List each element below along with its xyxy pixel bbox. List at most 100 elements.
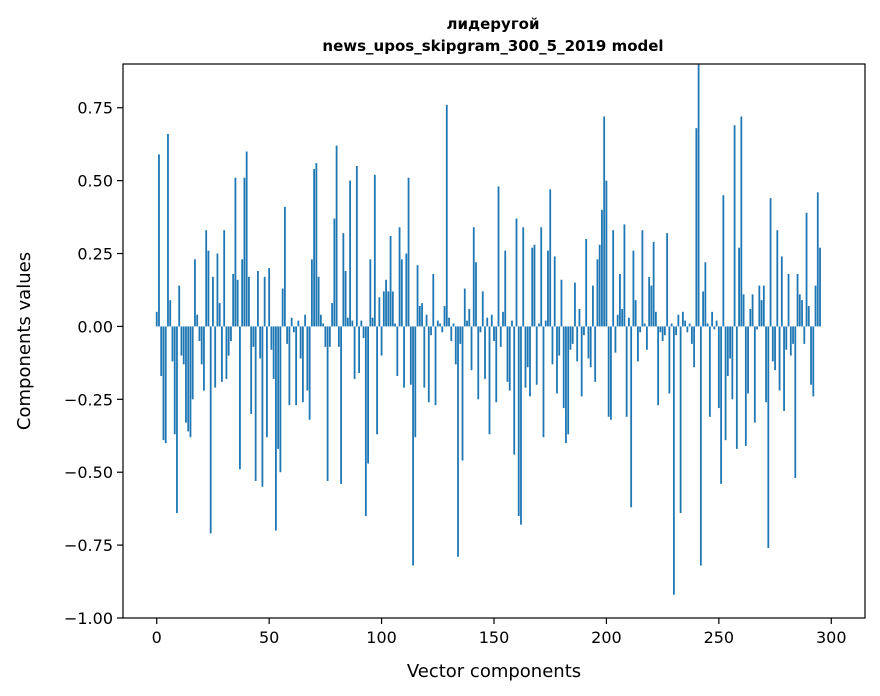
bar	[344, 271, 347, 327]
bar	[275, 326, 277, 531]
bar	[686, 326, 689, 333]
bar	[443, 306, 446, 327]
bar	[180, 326, 183, 356]
x-tick-label: 100	[366, 628, 397, 647]
bar	[178, 285, 181, 327]
bar	[805, 212, 808, 327]
bar	[196, 314, 199, 327]
bar	[560, 279, 563, 327]
bar	[556, 326, 558, 394]
bar	[301, 326, 304, 403]
bar	[250, 326, 253, 414]
bar	[182, 326, 185, 365]
bar	[310, 259, 313, 327]
bar	[666, 233, 669, 327]
bar	[412, 326, 414, 566]
bar	[454, 326, 457, 365]
bar	[690, 326, 693, 344]
bar	[553, 256, 556, 327]
bar	[713, 326, 716, 330]
bar	[659, 326, 662, 333]
bar	[601, 209, 603, 327]
y-tick-label: −0.75	[64, 536, 113, 555]
bar	[816, 192, 819, 327]
bar	[335, 145, 338, 327]
bar	[792, 326, 794, 344]
bar	[333, 218, 336, 327]
bar	[189, 326, 192, 438]
bar	[283, 206, 286, 327]
bar	[223, 230, 226, 327]
bar	[407, 177, 410, 327]
bar	[272, 326, 275, 379]
bar	[522, 227, 525, 327]
bar	[520, 326, 522, 525]
bar	[248, 276, 250, 327]
bar	[353, 326, 356, 379]
bar	[173, 326, 176, 435]
bar	[515, 218, 518, 327]
bar	[160, 326, 163, 376]
bar	[466, 320, 468, 327]
bar	[497, 186, 500, 327]
bar	[769, 198, 772, 327]
bar	[628, 317, 630, 327]
bar	[657, 326, 660, 406]
bar	[574, 282, 576, 327]
bar	[688, 323, 691, 327]
bar	[387, 291, 390, 327]
bar	[699, 326, 702, 566]
bar	[641, 230, 644, 327]
bar	[639, 326, 642, 333]
bar	[814, 285, 817, 327]
bar	[396, 326, 399, 376]
bar	[304, 314, 307, 327]
bar	[398, 227, 401, 327]
bar	[380, 326, 383, 356]
bar	[580, 326, 583, 397]
bar	[481, 291, 484, 327]
bar	[216, 253, 219, 327]
bar	[340, 326, 342, 484]
bar	[263, 276, 266, 327]
bar	[326, 326, 329, 481]
bar	[477, 326, 480, 400]
bar	[596, 259, 599, 327]
bar	[459, 326, 462, 344]
bar	[369, 259, 372, 327]
bar	[749, 308, 752, 327]
bar	[277, 326, 280, 449]
y-axis: −1.00 −0.75 −0.50 −0.25 0.00 0.25 0.50 0.75	[64, 99, 123, 628]
bar	[463, 288, 466, 327]
bar	[634, 300, 637, 327]
bar	[234, 177, 237, 327]
bar	[378, 297, 381, 327]
bar	[297, 320, 300, 327]
bar	[225, 326, 228, 379]
bar	[794, 326, 797, 479]
bar	[765, 326, 767, 403]
bar	[232, 273, 235, 327]
bar	[257, 271, 259, 327]
bar	[200, 326, 203, 365]
bar	[731, 326, 734, 400]
bar	[400, 259, 403, 327]
bar	[457, 326, 459, 557]
bar	[155, 311, 158, 327]
bar	[529, 326, 531, 397]
bar	[367, 326, 369, 464]
y-axis-label: Components values	[14, 252, 35, 430]
bar	[331, 303, 334, 327]
bar	[571, 326, 574, 344]
bar	[589, 326, 592, 368]
bar	[254, 326, 257, 481]
bar	[612, 230, 615, 327]
bar	[355, 166, 358, 327]
bar	[342, 233, 345, 327]
x-tick-label: 50	[259, 628, 279, 647]
bar	[461, 326, 464, 461]
bar	[414, 326, 417, 438]
bar	[780, 256, 783, 327]
bar	[198, 326, 201, 341]
bar	[495, 326, 498, 403]
